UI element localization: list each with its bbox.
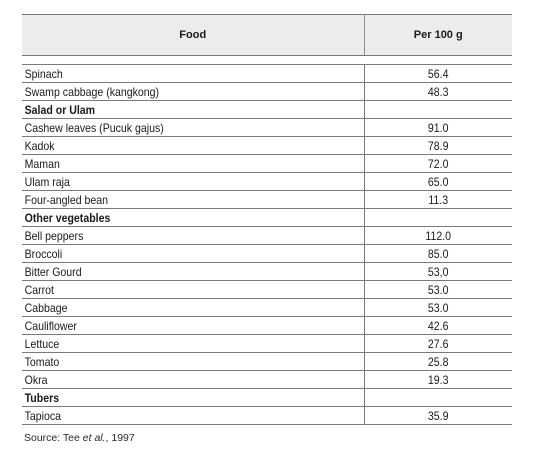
source-italic: et al. [82, 432, 106, 444]
per-100g-value-cell: 65.0 [372, 172, 504, 191]
food-name-cell: Lettuce [22, 334, 323, 353]
food-name-cell: Bell peppers [22, 226, 323, 245]
section-label: Tubers [22, 388, 323, 407]
per-100g-value-cell: 91.0 [372, 118, 504, 137]
food-name-cell: Spinach [22, 64, 323, 83]
table-row: Cauliflower 42.6 [22, 316, 512, 335]
food-table-container: Food Per 100 g Spinach 56.4 Swamp cabbage … [22, 14, 512, 425]
per-100g-value-cell: 53.0 [372, 280, 504, 299]
food-name-cell: Swamp cabbage (kangkong) [22, 82, 323, 101]
per-100g-value-cell: 27.6 [372, 334, 504, 353]
per-100g-value-cell: 11.3 [372, 190, 504, 209]
table-row: Tomato 25.8 [22, 352, 512, 371]
per-100g-value-cell [372, 388, 504, 407]
per-100g-value-cell: 53,0 [372, 262, 504, 281]
per-100g-value-cell: 53.0 [372, 298, 504, 317]
per-100g-value-cell [372, 100, 504, 119]
table-row: Bell peppers 112.0 [22, 226, 512, 245]
per-100g-value-cell: 72.0 [372, 154, 504, 173]
food-name-cell: Tapioca [22, 406, 323, 425]
table-row: Lettuce 27.6 [22, 334, 512, 353]
header-spacer [22, 56, 512, 65]
section-row: Other vegetables [22, 208, 512, 227]
table-row: Cabbage 53.0 [22, 298, 512, 317]
table-row: Maman 72.0 [22, 154, 512, 173]
table-row: Cashew leaves (Pucuk gajus) 91.0 [22, 118, 512, 137]
food-name-cell: Cashew leaves (Pucuk gajus) [22, 118, 323, 137]
header-per-100g: Per 100 g [364, 14, 512, 56]
table-row: Bitter Gourd 53,0 [22, 262, 512, 281]
source-note: Source: Tee et al., 1997 [24, 432, 135, 444]
source-suffix: , 1997 [105, 432, 135, 444]
table-row: Okra 19.3 [22, 370, 512, 389]
food-name-cell: Ulam raja [22, 172, 323, 191]
food-table: Food Per 100 g Spinach 56.4 Swamp cabbage … [22, 14, 512, 425]
per-100g-value-cell: 48.3 [372, 82, 504, 101]
food-name-cell: Carrot [22, 280, 323, 299]
per-100g-value-cell: 112.0 [372, 226, 504, 245]
per-100g-value-cell: 85.0 [372, 244, 504, 263]
section-label: Salad or Ulam [22, 100, 323, 119]
per-100g-value-cell [372, 208, 504, 227]
food-name-cell: Broccoli [22, 244, 323, 263]
table-row: Broccoli 85.0 [22, 244, 512, 263]
table-row: Four-angled bean 11.3 [22, 190, 512, 209]
per-100g-value-cell: 25.8 [372, 352, 504, 371]
table-row: Swamp cabbage (kangkong) 48.3 [22, 82, 512, 101]
food-name-cell: Tomato [22, 352, 323, 371]
table-row: Carrot 53.0 [22, 280, 512, 299]
food-name-cell: Kadok [22, 136, 323, 155]
per-100g-value-cell: 56.4 [372, 64, 504, 83]
table-row: Spinach 56.4 [22, 64, 512, 83]
per-100g-value-cell: 35.9 [372, 406, 504, 425]
table-row: Ulam raja 65.0 [22, 172, 512, 191]
section-row: Tubers [22, 388, 512, 407]
food-name-cell: Four-angled bean [22, 190, 323, 209]
per-100g-value-cell: 42.6 [372, 316, 504, 335]
per-100g-value-cell: 19.3 [372, 370, 504, 389]
table-header-row: Food Per 100 g [22, 14, 512, 56]
table-body: Spinach 56.4 Swamp cabbage (kangkong) 48.3 S… [22, 56, 512, 425]
food-name-cell: Cabbage [22, 298, 323, 317]
food-name-cell: Cauliflower [22, 316, 323, 335]
section-row: Salad or Ulam [22, 100, 512, 119]
food-name-cell: Okra [22, 370, 323, 389]
per-100g-value-cell: 78.9 [372, 136, 504, 155]
source-prefix: Source: Tee [24, 432, 83, 444]
food-name-cell: Maman [22, 154, 323, 173]
table-row: Kadok 78.9 [22, 136, 512, 155]
food-name-cell: Bitter Gourd [22, 262, 323, 281]
table-row: Tapioca 35.9 [22, 406, 512, 425]
header-food: Food [22, 14, 365, 56]
section-label: Other vegetables [22, 208, 323, 227]
